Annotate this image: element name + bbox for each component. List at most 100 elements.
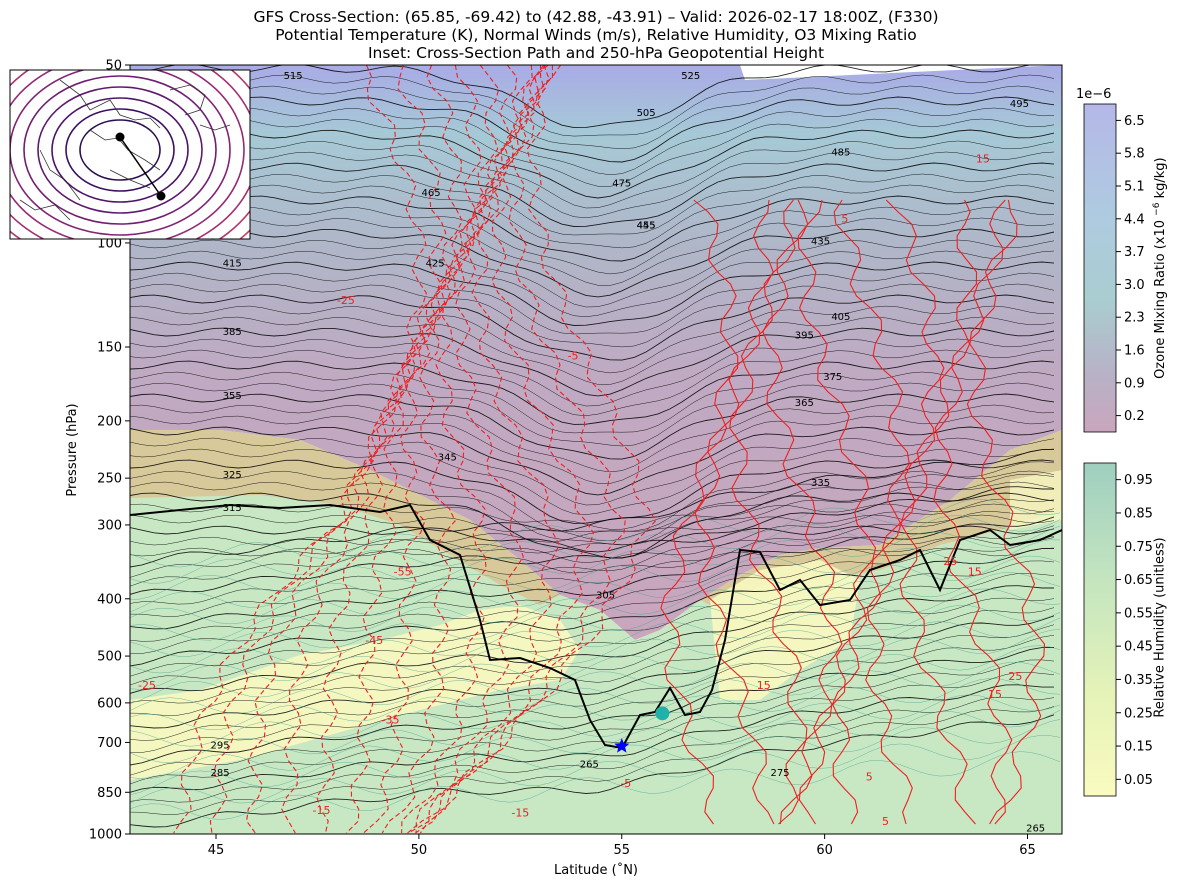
theta-label: 425 <box>426 259 445 270</box>
humidity-colorbar-label: Relative Humidity (unitless) <box>1152 537 1168 718</box>
y-tick-label: 850 <box>97 786 122 801</box>
theta-contour <box>130 459 1055 524</box>
theta-label: 325 <box>223 470 242 481</box>
theta-label: 385 <box>223 327 242 338</box>
theta-contour <box>130 382 1055 447</box>
theta-contour <box>130 415 1055 484</box>
x-tick-label: 55 <box>613 843 630 858</box>
theta-contour <box>130 96 1055 163</box>
theta-contour <box>130 714 1055 828</box>
theta-contour <box>130 393 1055 460</box>
inset-coastlines <box>19 79 231 221</box>
wind-contour-negative <box>345 65 518 834</box>
theta-contour <box>130 239 1055 308</box>
theta-label: 365 <box>795 398 814 409</box>
theta-label: 445 <box>637 220 656 231</box>
theta-label: 305 <box>596 590 615 601</box>
x-tick-label: 60 <box>816 843 833 858</box>
wind-contour-negative <box>419 65 560 834</box>
inset-contour <box>10 70 245 239</box>
theta-label: 525 <box>681 71 700 82</box>
inset-contour <box>10 70 231 236</box>
theta-contour <box>130 118 1055 187</box>
theta-contour <box>130 607 1055 716</box>
wind-contour-negative <box>415 65 595 834</box>
colorbar-tick-label: 3.7 <box>1124 245 1145 260</box>
theta-label: 515 <box>284 71 303 82</box>
wind-contour-negative <box>407 65 657 834</box>
wind-label: 5 <box>866 771 873 784</box>
theta-contour <box>130 371 1055 434</box>
theta-contour <box>130 294 1055 361</box>
wind-contour-positive <box>729 199 808 825</box>
theta-label: 395 <box>795 331 814 342</box>
inset-path-start <box>115 132 125 142</box>
inset-path-end <box>156 191 166 201</box>
rh-contour <box>130 555 1061 625</box>
theta-label: 285 <box>211 768 230 779</box>
colorbar-tick-label: 6.5 <box>1124 114 1145 129</box>
inset-contour <box>65 108 175 192</box>
wind-contour-positive <box>797 199 877 825</box>
theta-contour <box>130 283 1055 348</box>
wind-label: -55 <box>394 566 412 579</box>
colorbar-tick-label: 0.35 <box>1124 673 1153 688</box>
theta-contour <box>130 503 1055 530</box>
colorbar-tick-label: 3.0 <box>1124 278 1145 293</box>
wind-contour-negative <box>363 65 533 834</box>
wind-contour-positive <box>865 199 945 825</box>
theta-label: 435 <box>811 236 830 247</box>
theta-contour <box>130 360 1055 425</box>
x-tick-label: 45 <box>208 843 225 858</box>
theta-label: 465 <box>422 188 441 199</box>
y-tick-label: 300 <box>97 518 122 533</box>
wind-contour-negative <box>209 65 447 834</box>
y-tick-label: 500 <box>97 650 122 665</box>
rh-contour <box>130 617 1061 690</box>
potential-temperature-contours <box>130 65 1061 828</box>
theta-contour <box>130 250 1055 318</box>
x-axis-label: Latitude (˚N) <box>554 862 638 878</box>
colorbar-tick-label: 0.85 <box>1124 506 1153 521</box>
ozone-colorbar: 1e−6 6.5 5.8 5.1 4.4 3.7 3.0 2.3 1.6 0.9 0.2 <box>1076 87 1145 433</box>
theta-contour <box>130 634 1055 754</box>
wind-label: 15 <box>968 566 982 579</box>
wind-contour-positive <box>660 199 739 825</box>
y-tick-label: 1000 <box>89 828 122 843</box>
ozone-colorbar-label: Ozone Mixing Ratio (x10 −6 kg/kg) <box>1151 157 1169 379</box>
plot-area: 5155255054954854754654554454354254154053… <box>130 65 1062 834</box>
wind-label: -25 <box>138 679 156 692</box>
theta-contour <box>130 65 1054 129</box>
wind-contour-negative <box>408 65 626 834</box>
theta-label: 405 <box>831 312 850 323</box>
inset-contour <box>23 75 217 225</box>
theta-contour <box>130 206 1055 275</box>
theta-contour <box>130 162 1055 227</box>
y-tick-label: 700 <box>97 736 122 751</box>
colorbar-tick-label: 1.6 <box>1124 344 1145 359</box>
theta-contour <box>130 404 1055 473</box>
wind-label: -5 <box>620 777 631 790</box>
rh-contour <box>130 515 1061 584</box>
chart-title: GFS Cross-Section: (65.85, -69.42) to (4… <box>130 8 1062 62</box>
theta-label: 375 <box>823 372 842 383</box>
x-tick-label: 65 <box>1019 843 1036 858</box>
theta-contour <box>130 327 1055 397</box>
colorbar-tick-label: 5.1 <box>1124 180 1145 195</box>
theta-contour <box>130 585 1054 694</box>
rh-contour <box>130 572 1061 641</box>
theta-labels: 5155255054954854754654554454354254154053… <box>211 71 1046 834</box>
wind-label: 5 <box>882 815 889 828</box>
theta-contour <box>130 349 1055 416</box>
wind-contour-negative <box>415 65 545 834</box>
rh-contour <box>130 719 1061 795</box>
wind-label: -5 <box>568 349 579 362</box>
tropopause-line <box>130 503 1062 750</box>
rh-contour <box>130 629 1061 704</box>
theta-contour <box>130 107 1055 176</box>
theta-label: 495 <box>1010 99 1029 110</box>
humidity-shading <box>130 430 1062 834</box>
